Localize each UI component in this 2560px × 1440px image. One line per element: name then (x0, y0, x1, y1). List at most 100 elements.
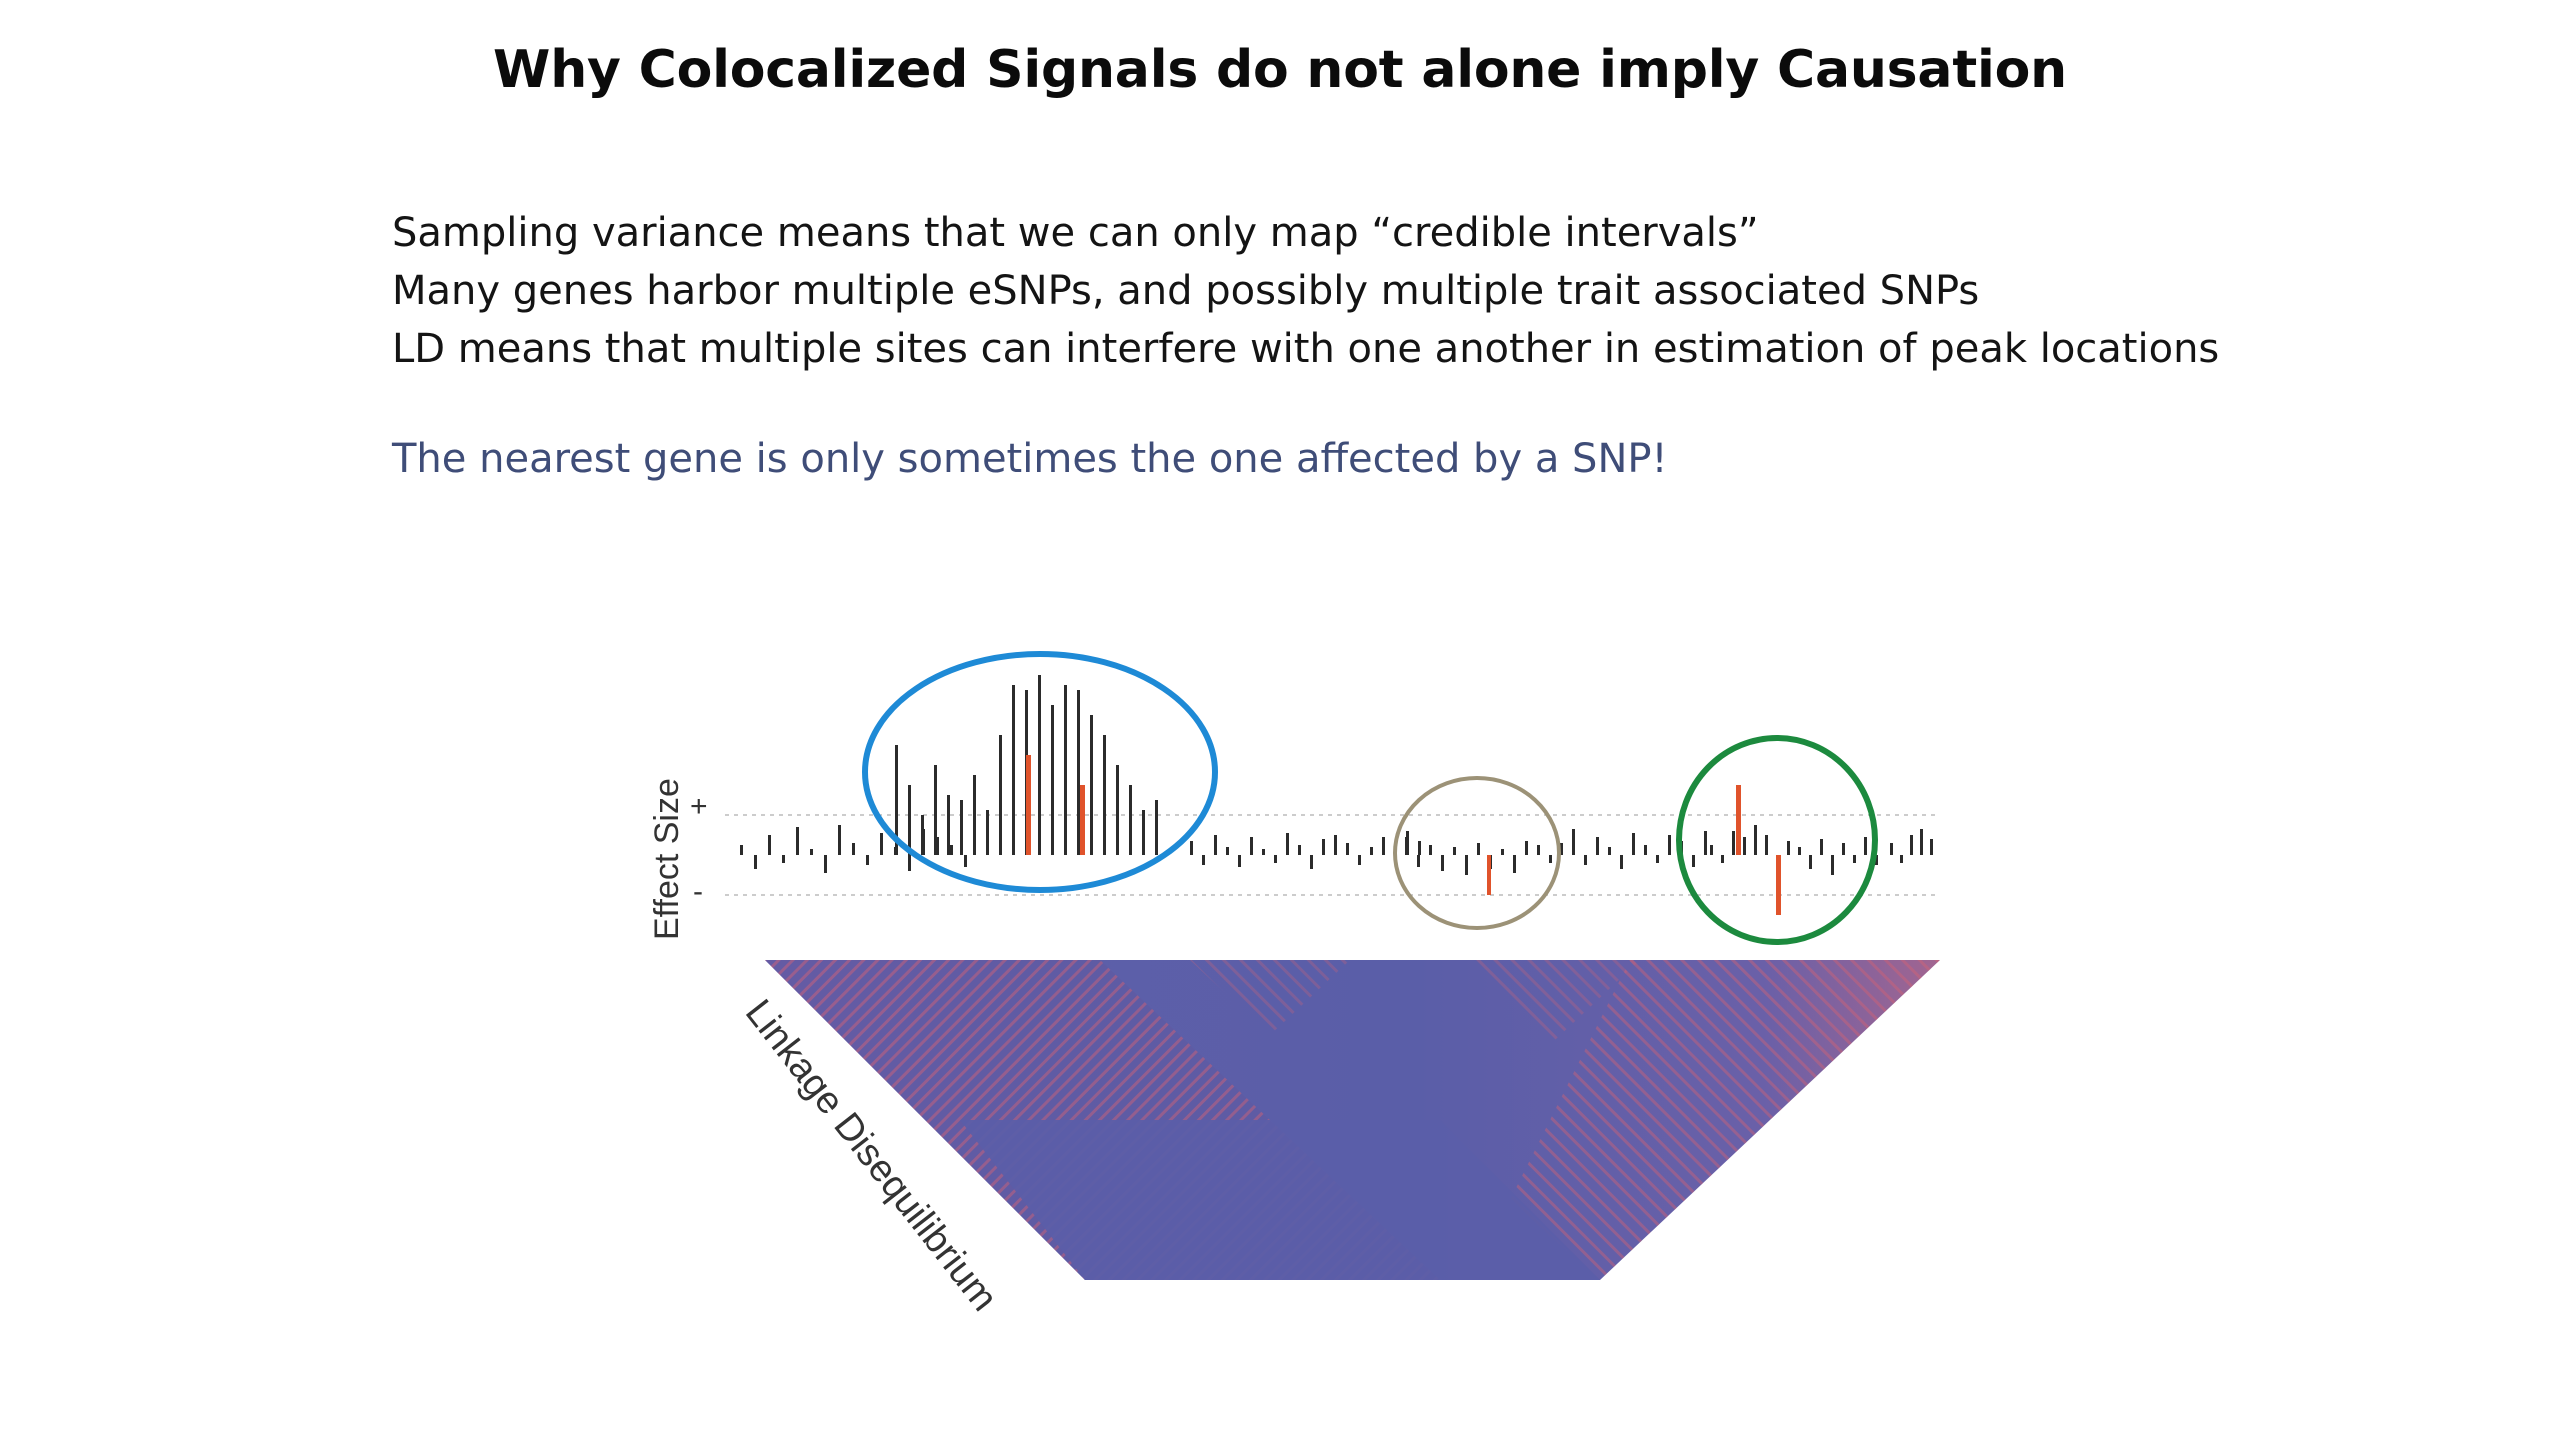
effect-bar (1226, 847, 1229, 855)
effect-bar (838, 825, 841, 855)
effect-bar (796, 827, 799, 855)
effect-bar (1776, 855, 1781, 915)
effect-bar (1853, 855, 1856, 863)
effect-bar (1465, 855, 1468, 875)
effect-bar (1418, 841, 1421, 855)
effect-bar (1525, 841, 1528, 855)
effect-bar (1310, 855, 1313, 869)
effect-bar (1370, 847, 1373, 855)
effect-bar (1487, 855, 1491, 895)
effect-bar (1286, 833, 1289, 855)
effect-bar (1721, 855, 1724, 863)
effect-bar (1549, 855, 1552, 863)
effect-bar (960, 800, 963, 855)
effect-bar (1513, 855, 1516, 873)
effect-bar (1051, 705, 1054, 855)
effect-bar (1930, 839, 1933, 855)
effect-bar (1441, 855, 1444, 871)
effect-bar (947, 795, 950, 855)
effect-bar (1820, 839, 1823, 855)
effect-bar (782, 855, 785, 863)
effect-bar (1064, 685, 1067, 855)
effect-bar (1077, 690, 1080, 855)
effect-bar (1798, 847, 1801, 855)
effect-bars (740, 675, 1933, 915)
effect-bar (754, 855, 757, 869)
bullet-item: Many genes harbor multiple eSNPs, and po… (392, 268, 1980, 314)
effect-bar (1620, 855, 1623, 869)
bullet-item: Sampling variance means that we can only… (392, 210, 1759, 256)
effect-bar (1900, 855, 1903, 863)
blue-circle (862, 651, 1218, 893)
effect-bar (1262, 849, 1265, 855)
plus-symbol: + (690, 790, 708, 823)
effect-bar (1584, 855, 1587, 865)
effect-bar (986, 810, 989, 855)
effect-bar (999, 735, 1002, 855)
effect-bar (1644, 845, 1647, 855)
effect-bar (824, 855, 827, 873)
bullet-item: LD means that multiple sites can interfe… (392, 326, 2220, 372)
effect-bar (1831, 855, 1834, 875)
effect-bar (950, 845, 953, 855)
figure-graphic (725, 651, 1940, 1280)
effect-bar (1890, 843, 1893, 855)
effect-bar (1155, 800, 1158, 855)
effect-bar (1736, 785, 1741, 855)
green-circle (1676, 735, 1878, 945)
effect-bar (1787, 841, 1790, 855)
effect-bar (1692, 855, 1695, 867)
effect-bar (1453, 847, 1456, 855)
ld-heatmap (765, 960, 1940, 1280)
bullet-list: Sampling variance means that we can only… (392, 204, 2392, 378)
effect-bar (1250, 837, 1253, 855)
effect-bar (1560, 843, 1563, 855)
effect-bar (934, 765, 937, 855)
effect-bar (1864, 837, 1867, 855)
ld-figure: Effect Size + - Linkage Disequilibrium (630, 640, 1960, 1319)
effect-bar (1202, 855, 1205, 865)
effect-bar (1012, 685, 1015, 855)
effect-bar (810, 849, 813, 855)
effect-bar (1632, 833, 1635, 855)
highlight-text: The nearest gene is only sometimes the o… (392, 436, 1668, 482)
effect-bar (1214, 835, 1217, 855)
effect-bar (1704, 831, 1707, 855)
effect-bar (1809, 855, 1812, 869)
effect-bar (1732, 831, 1735, 855)
effect-bar (1842, 843, 1845, 855)
effect-bar (1743, 837, 1746, 855)
effect-bar (1429, 845, 1432, 855)
effect-bar (1765, 835, 1768, 855)
effect-bar (880, 833, 883, 855)
effect-bar (852, 843, 855, 855)
effect-size-label: Effect Size (648, 778, 686, 940)
effect-bar (936, 837, 939, 855)
minus-symbol: - (693, 875, 703, 908)
effect-bar (1334, 835, 1337, 855)
effect-bar (973, 775, 976, 855)
effect-bar (1405, 837, 1408, 855)
effect-bar (908, 855, 911, 871)
effect-bar (1477, 843, 1480, 855)
effect-bar (1142, 810, 1145, 855)
effect-bar (1103, 735, 1106, 855)
effect-bar (1710, 845, 1713, 855)
effect-bar (1298, 845, 1301, 855)
effect-bar (1358, 855, 1361, 865)
slide-title: Why Colocalized Signals do not alone imp… (493, 40, 2067, 100)
effect-bar (768, 835, 771, 855)
effect-bar (1537, 845, 1540, 855)
effect-bar (908, 785, 911, 855)
effect-bar (1026, 755, 1031, 855)
effect-bar (1656, 855, 1659, 863)
effect-bar (1875, 855, 1878, 865)
effect-bar (1238, 855, 1241, 867)
effect-bar (1920, 829, 1923, 855)
effect-bar (1668, 835, 1671, 855)
effect-bar (921, 815, 924, 855)
effect-bar (1501, 849, 1504, 855)
effect-bar (1116, 765, 1119, 855)
effect-bar (1608, 847, 1611, 855)
